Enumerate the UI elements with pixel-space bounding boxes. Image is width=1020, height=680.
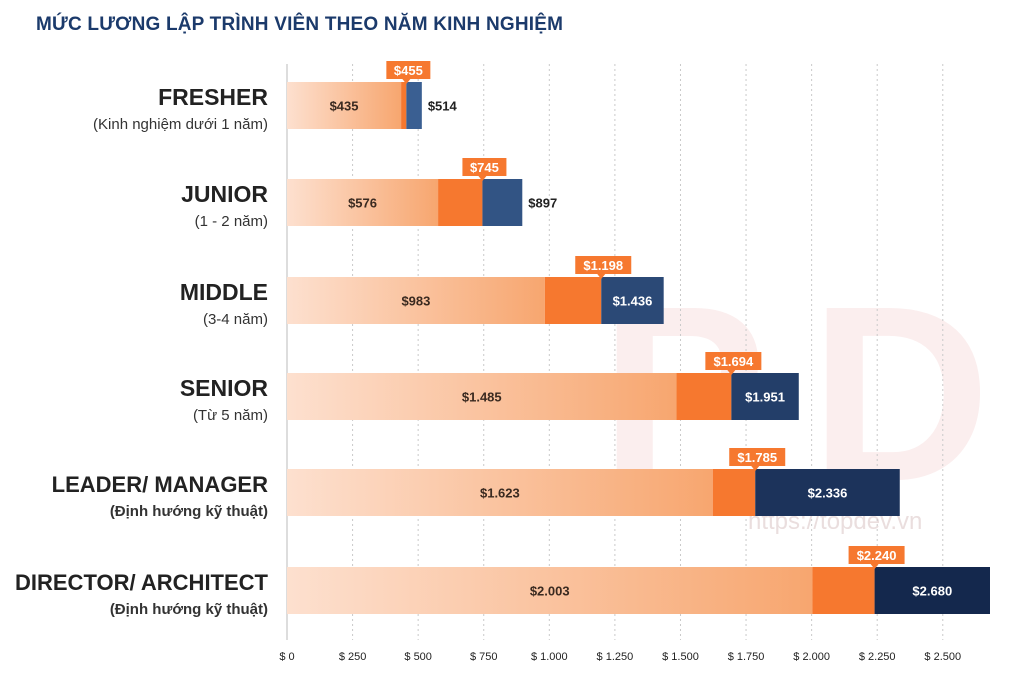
x-tick-label: $ 750: [470, 651, 498, 663]
bar-mid-label: $1.694: [713, 354, 754, 369]
bar-high: [755, 469, 900, 516]
category-subtitle: (Định hướng kỹ thuật): [110, 601, 268, 618]
x-tick-label: $ 250: [339, 651, 367, 663]
category-subtitle: (Kinh nghiệm dưới 1 năm): [93, 116, 268, 133]
mid-label-pointer: [751, 466, 760, 471]
x-tick-label: $ 1.750: [728, 651, 765, 663]
category-name: LEADER/ MANAGER: [52, 472, 268, 497]
category-subtitle: (Định hướng kỹ thuật): [110, 503, 268, 520]
chart-title: MỨC LƯƠNG LẬP TRÌNH VIÊN THEO NĂM KINH N…: [36, 14, 564, 35]
mid-label-pointer: [870, 564, 879, 569]
x-tick-label: $ 2.500: [924, 651, 961, 663]
mid-label-pointer: [727, 370, 736, 375]
category-subtitle: (Từ 5 năm): [193, 407, 268, 424]
bar-mid-label: $2.240: [857, 548, 897, 563]
mid-label-box: [729, 448, 786, 466]
x-tick-label: $ 1.000: [531, 651, 568, 663]
mid-label-box: [462, 158, 507, 176]
bar-high: [482, 179, 523, 226]
category-name: JUNIOR: [181, 181, 268, 207]
x-tick-label: $ 2.250: [859, 651, 896, 663]
category-name: SENIOR: [180, 375, 269, 401]
bar-low-label: $1.485: [462, 390, 502, 405]
bar-high: [731, 373, 799, 420]
bar-mid: [812, 567, 875, 614]
bar-high-label: $2.680: [912, 584, 952, 599]
bar-low: [287, 277, 545, 324]
mid-label-pointer: [402, 79, 411, 84]
bar-mid: [712, 469, 756, 516]
bar-low-label: $576: [348, 196, 377, 211]
mid-label-box: [575, 256, 632, 274]
category-subtitle: (3-4 năm): [203, 311, 268, 328]
bar-high: [406, 82, 422, 129]
bar-high-label: $897: [528, 196, 557, 211]
mid-label-pointer: [597, 274, 606, 279]
bar-low: [287, 469, 713, 516]
bar-mid: [544, 277, 602, 324]
category-name: DIRECTOR/ ARCHITECT: [15, 570, 269, 595]
bar-high-label: $1.951: [745, 390, 785, 405]
x-tick-label: $ 500: [404, 651, 432, 663]
bar-mid: [676, 373, 732, 420]
bar-mid-label: $455: [394, 63, 423, 78]
x-tick-label: $ 2.000: [793, 651, 830, 663]
category-name: FRESHER: [158, 84, 268, 110]
bar-low-label: $2.003: [530, 584, 570, 599]
bar-mid: [438, 179, 483, 226]
bar-low: [287, 373, 677, 420]
bar-high: [601, 277, 664, 324]
bar-mid-label: $1.785: [737, 450, 777, 465]
bar-low-label: $1.623: [480, 486, 520, 501]
x-tick-label: $ 1.500: [662, 651, 699, 663]
mid-label-box: [705, 352, 762, 370]
category-subtitle: (1 - 2 năm): [195, 213, 268, 230]
bar-low-label: $983: [401, 294, 430, 309]
bar-low: [287, 179, 439, 226]
category-name: MIDDLE: [180, 279, 268, 305]
x-tick-label: $ 1.250: [597, 651, 634, 663]
bar-high-label: $514: [428, 99, 458, 114]
x-tick-label: $ 0: [279, 651, 294, 663]
bar-high: [874, 567, 990, 614]
bar-mid: [401, 82, 407, 129]
bar-high-label: $1.436: [613, 294, 653, 309]
bar-high-label: $2.336: [808, 486, 848, 501]
bar-mid-label: $745: [470, 160, 499, 175]
mid-label-box: [386, 61, 431, 79]
mid-label-pointer: [478, 176, 487, 181]
bar-low: [287, 567, 813, 614]
bar-low-label: $435: [330, 99, 359, 114]
bar-mid-label: $1.198: [583, 258, 623, 273]
bar-low: [287, 82, 402, 129]
mid-label-box: [848, 546, 905, 564]
